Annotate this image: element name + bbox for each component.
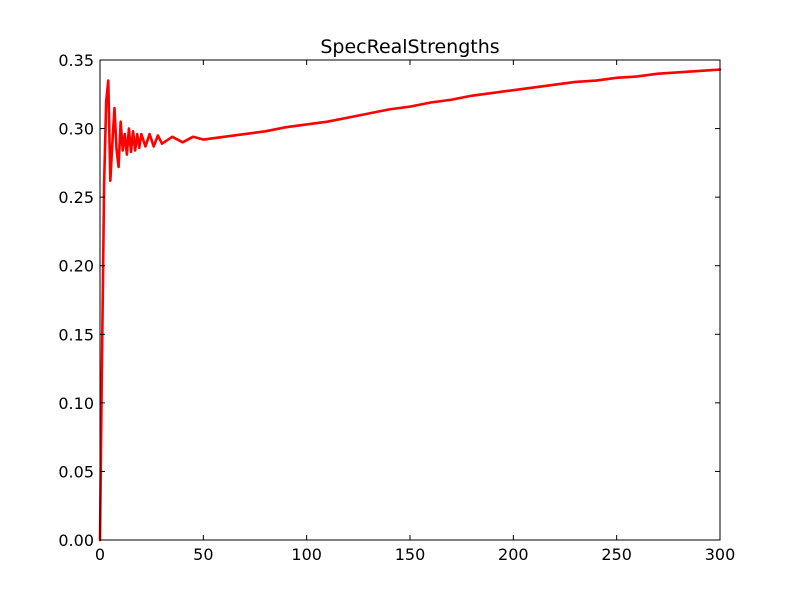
y-tick-label: 0.25 xyxy=(58,188,94,207)
y-tick-label: 0.10 xyxy=(58,394,94,413)
y-tick-label: 0.35 xyxy=(58,51,94,70)
series-line-0 xyxy=(98,68,722,542)
y-tick-label: 0.05 xyxy=(58,462,94,481)
x-tick-label: 300 xyxy=(705,545,736,564)
y-tick-label: 0.00 xyxy=(58,531,94,550)
y-tick-label: 0.15 xyxy=(58,325,94,344)
axes-layer: 0 50 100 150 200 250 300 0.00 0.05 0.10 0.15 0.20 0.… xyxy=(58,51,735,564)
x-tick-label: 0 xyxy=(95,545,105,564)
x-tick-label: 150 xyxy=(395,545,426,564)
x-tick-label: 200 xyxy=(498,545,529,564)
x-tick-label: 100 xyxy=(291,545,322,564)
y-tick-label: 0.30 xyxy=(58,120,94,139)
series-layer xyxy=(98,68,722,542)
x-tick-label: 250 xyxy=(601,545,632,564)
chart-title: SpecRealStrengths xyxy=(320,36,499,58)
y-tick-label: 0.20 xyxy=(58,257,94,276)
plot-frame xyxy=(99,59,721,541)
x-tick-label: 50 xyxy=(193,545,213,564)
